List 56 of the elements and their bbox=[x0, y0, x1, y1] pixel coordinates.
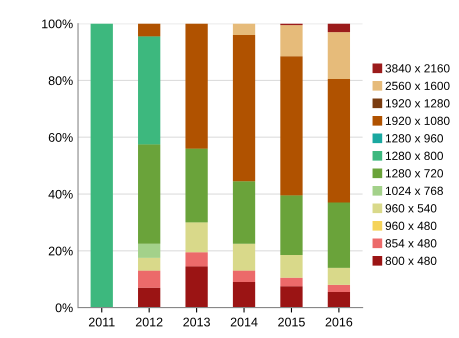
bar bbox=[138, 36, 160, 144]
bar bbox=[90, 24, 113, 308]
bar bbox=[138, 144, 160, 244]
bar bbox=[232, 181, 256, 244]
bar bbox=[185, 266, 208, 308]
legend-label: 3840 x 2160 bbox=[385, 64, 450, 73]
legend-label: 2560 x 1600 bbox=[386, 82, 450, 90]
x-tick-label: 2015 bbox=[278, 318, 305, 326]
bar bbox=[328, 202, 350, 268]
y-tick-label: 80% bbox=[48, 76, 73, 86]
bar bbox=[328, 24, 350, 32]
bar bbox=[280, 56, 303, 196]
bar bbox=[328, 284, 350, 292]
x-tick-label: 2016 bbox=[326, 318, 352, 326]
bar bbox=[232, 244, 256, 271]
bar bbox=[328, 32, 350, 80]
bar bbox=[185, 148, 208, 222]
y-tick-label: 20% bbox=[48, 246, 73, 256]
legend-label: 1280 x 800 bbox=[386, 152, 443, 160]
x-tick-label: 2014 bbox=[230, 318, 258, 326]
bar bbox=[138, 288, 160, 308]
bar bbox=[328, 79, 350, 203]
legend-label: 854 x 480 bbox=[386, 239, 436, 248]
legend-label: 800 x 480 bbox=[386, 256, 436, 266]
legend-label: 960 x 480 bbox=[386, 222, 436, 230]
bar bbox=[280, 25, 303, 56]
bar bbox=[232, 270, 256, 282]
bar bbox=[280, 278, 303, 286]
x-tick-label: 2012 bbox=[136, 318, 162, 326]
y-tick-label: 40% bbox=[48, 190, 73, 199]
legend-label: 960 x 540 bbox=[386, 204, 436, 213]
bar bbox=[232, 35, 256, 182]
bar bbox=[138, 244, 160, 258]
legend-label: 1024 x 768 bbox=[386, 186, 443, 196]
bar bbox=[138, 270, 160, 288]
legend-label: 1920 x 1080 bbox=[386, 116, 450, 126]
y-tick-label: 60% bbox=[48, 133, 73, 142]
x-tick-label: 2013 bbox=[183, 318, 210, 326]
bar bbox=[138, 24, 160, 36]
bar bbox=[232, 24, 256, 36]
bar bbox=[232, 282, 256, 308]
bar bbox=[185, 252, 208, 266]
x-tick-label: 2011 bbox=[88, 318, 115, 326]
y-tick-label: 100% bbox=[42, 19, 73, 28]
bar bbox=[280, 286, 303, 308]
y-tick-label: 0% bbox=[56, 303, 73, 312]
bar bbox=[280, 195, 303, 256]
legend-label: 1280 x 960 bbox=[386, 134, 443, 143]
bar bbox=[138, 258, 160, 271]
bar bbox=[185, 222, 208, 252]
bar bbox=[185, 24, 208, 149]
legend-label: 1280 x 720 bbox=[386, 169, 443, 178]
legend-label: 1920 x 1280 bbox=[386, 99, 450, 108]
bar bbox=[328, 292, 350, 308]
bar bbox=[280, 255, 303, 278]
bar bbox=[328, 268, 350, 285]
